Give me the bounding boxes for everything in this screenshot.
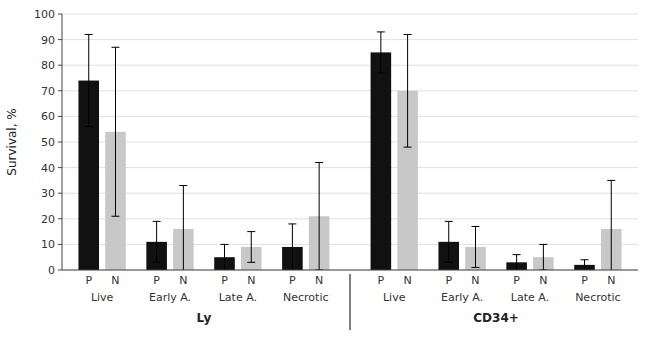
cell-type-label: Ly <box>197 311 212 325</box>
x-axis: P N Live P N Early A. P N Late A. P N Necrotic P N Liv… <box>85 274 620 330</box>
grid-line <box>62 218 638 219</box>
error-bar <box>315 162 323 270</box>
error-bar <box>247 232 255 263</box>
error-bar <box>445 221 453 262</box>
chart: 0102030405060708090100PNLivePNEarly A.PN… <box>0 0 650 342</box>
series-tick-label: N <box>179 274 187 287</box>
y-tick-label: 0 <box>48 264 55 277</box>
y-tick <box>58 270 62 271</box>
grid-line <box>62 39 638 40</box>
error-bar <box>471 226 479 267</box>
category-label: Late A. <box>219 291 257 304</box>
y-tick <box>58 116 62 117</box>
error-bar <box>539 244 547 270</box>
grid-line <box>62 14 638 15</box>
y-tick <box>58 193 62 194</box>
error-bar <box>111 47 119 216</box>
category-label: Live <box>383 291 406 304</box>
category-label: Necrotic <box>283 291 328 304</box>
x-axis-line <box>62 270 638 271</box>
category-label: Late A. <box>511 291 549 304</box>
series-tick-label: P <box>378 274 385 287</box>
y-tick <box>58 142 62 143</box>
y-tick-label: 50 <box>41 136 55 149</box>
y-tick <box>58 167 62 168</box>
y-tick <box>58 218 62 219</box>
y-axis-line <box>62 14 63 270</box>
cell-type-label: CD34+ <box>473 311 519 325</box>
y-tick-label: 10 <box>41 238 55 251</box>
series-tick-label: N <box>111 274 119 287</box>
series-tick-label: P <box>289 274 296 287</box>
separator <box>350 274 351 330</box>
bars <box>78 32 621 270</box>
series-tick-label: N <box>315 274 323 287</box>
y-tick-label: 30 <box>41 187 55 200</box>
error-bar <box>288 224 296 270</box>
error-bar <box>85 34 93 126</box>
grid-line <box>62 142 638 143</box>
y-tick-label: 80 <box>41 59 55 72</box>
error-bar <box>404 34 412 147</box>
series-tick-label: N <box>247 274 255 287</box>
y-tick <box>58 244 62 245</box>
error-bar <box>581 260 589 270</box>
y-tick-label: 70 <box>41 85 55 98</box>
error-bar <box>607 180 615 270</box>
y-axis: 0 10 20 30 40 50 60 70 80 90 100 <box>34 8 62 277</box>
grid-line <box>62 193 638 194</box>
error-bar <box>153 221 161 262</box>
series-tick-label: N <box>471 274 479 287</box>
y-tick <box>58 65 62 66</box>
series-tick-label: P <box>153 274 160 287</box>
y-axis-label: Survival, % <box>5 108 19 175</box>
category-label: Early A. <box>441 291 483 304</box>
y-tick <box>58 90 62 91</box>
series-tick-label: P <box>581 274 588 287</box>
category-label: Live <box>91 291 114 304</box>
error-bar <box>221 244 229 270</box>
series-tick-label: N <box>403 274 411 287</box>
y-tick-label: 20 <box>41 213 55 226</box>
grid-line <box>62 167 638 168</box>
grid <box>62 14 638 270</box>
category-label: Early A. <box>149 291 191 304</box>
y-tick-label: 100 <box>34 8 55 21</box>
grid-line <box>62 65 638 66</box>
error-bar <box>377 32 385 73</box>
series-tick-label: N <box>607 274 615 287</box>
grid-line <box>62 90 638 91</box>
error-bar <box>179 186 187 270</box>
y-tick-label: 60 <box>41 110 55 123</box>
error-bar <box>513 255 521 270</box>
category-label: Necrotic <box>575 291 620 304</box>
series-tick-label: P <box>221 274 228 287</box>
series-tick-label: P <box>445 274 452 287</box>
bar <box>371 52 392 270</box>
series-tick-label: P <box>85 274 92 287</box>
y-tick-label: 40 <box>41 162 55 175</box>
y-tick <box>58 14 62 15</box>
y-tick-label: 90 <box>41 34 55 47</box>
series-tick-label: P <box>513 274 520 287</box>
grid-line <box>62 270 638 271</box>
series-tick-label: N <box>539 274 547 287</box>
grid-line <box>62 116 638 117</box>
y-tick <box>58 39 62 40</box>
